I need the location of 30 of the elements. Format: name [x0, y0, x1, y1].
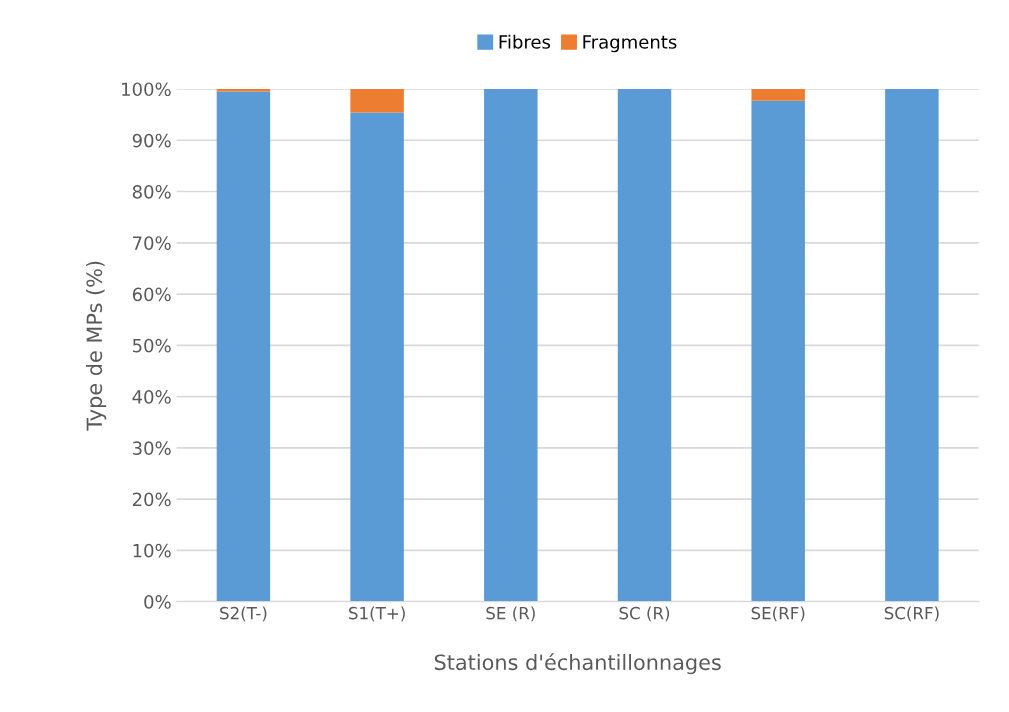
- bar: [350, 112, 404, 602]
- bar: [484, 89, 538, 602]
- legend-label: Fibres: [499, 34, 551, 49]
- y-tick-label: 70%: [133, 236, 171, 250]
- y-tick-label: 40%: [132, 390, 171, 404]
- bar: [751, 89, 805, 101]
- x-tick-label: SE(RF): [751, 606, 805, 622]
- bar: [216, 91, 271, 602]
- y-tick-label: 0%: [144, 595, 171, 609]
- legend-label: Fragments: [583, 35, 677, 53]
- y-tick-label: 80%: [132, 184, 171, 199]
- y-tick-label: 20%: [132, 492, 171, 507]
- bar: [885, 89, 939, 602]
- bar: [751, 100, 805, 602]
- y-tick-label: 50%: [132, 338, 171, 353]
- y-tick-label: 90%: [132, 133, 171, 148]
- x-tick-label: SE (R): [486, 606, 535, 622]
- bar: [216, 89, 271, 92]
- y-tick-label: 30%: [132, 441, 171, 455]
- x-tick-label: SC(RF): [884, 606, 939, 622]
- y-axis-title: Type de MPs (%): [86, 261, 107, 431]
- y-tick-label: 100%: [122, 82, 171, 97]
- bar: [350, 89, 404, 113]
- x-tick-label: S1(T+): [349, 606, 405, 622]
- y-tick-label: 60%: [132, 287, 171, 302]
- x-tick-label: SC (R): [619, 606, 670, 622]
- x-tick-label: S2(T-): [220, 606, 267, 622]
- y-tick-label: 10%: [133, 543, 171, 558]
- x-axis-title: Stations d'échantillonnages: [434, 653, 721, 675]
- bar: [617, 89, 672, 602]
